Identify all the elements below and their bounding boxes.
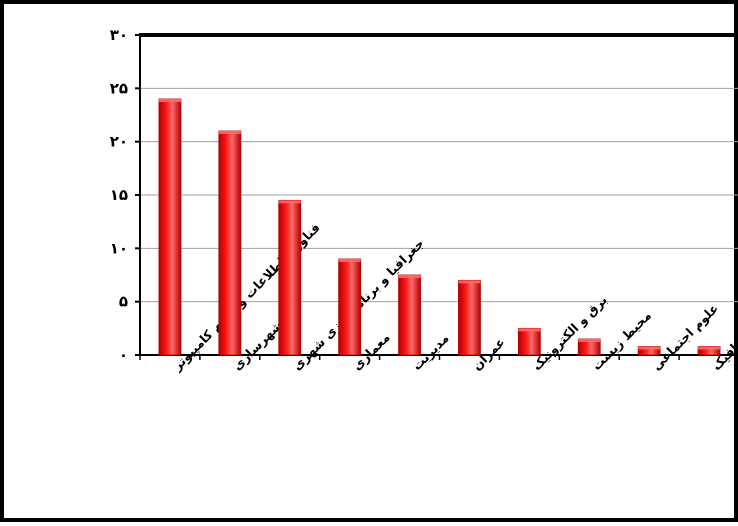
bar [218,130,242,356]
y-tick-label: ۳۰ [110,26,128,44]
bar-top [458,280,481,284]
bar-top [518,328,541,332]
bar-top [158,99,181,102]
bar-top [278,200,301,204]
y-tick-label: ۵ [119,293,128,311]
y-tick-label: ۱۵ [110,186,128,204]
bar-top [638,346,661,350]
y-tick-label: ۲۵ [110,79,128,97]
bar-top [398,275,421,278]
bar [517,327,541,356]
y-tick-label: ۰ [119,346,128,364]
y-tick-label: ۱۰ [110,239,128,257]
bar-top [338,259,361,262]
bar [278,199,302,356]
bar [158,98,182,356]
bar-top [578,339,601,342]
bar [458,279,481,356]
bar [338,258,362,356]
bar [398,274,421,356]
bar-top [218,131,241,134]
bar-top [698,346,721,350]
y-tick-label: ۲۰ [110,133,128,151]
